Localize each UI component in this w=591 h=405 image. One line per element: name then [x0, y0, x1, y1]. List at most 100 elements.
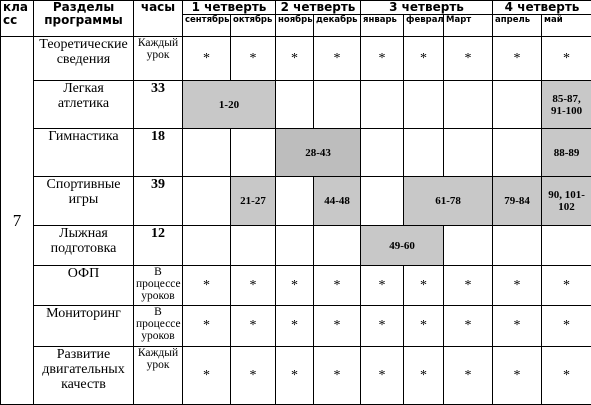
quarter-header: 1 четверть	[183, 1, 276, 15]
empty-cell	[361, 129, 404, 177]
empty-cell	[444, 81, 493, 129]
lesson-cell: *	[231, 37, 276, 81]
quarter-header: 3 четверть	[361, 1, 493, 15]
lesson-cell: *	[404, 266, 444, 306]
lesson-cell: *	[183, 266, 231, 306]
lesson-cell: 49-60	[361, 226, 444, 266]
lesson-cell: 85-87, 91-100	[542, 81, 591, 129]
lesson-cell: *	[493, 37, 542, 81]
lesson-cell: *	[183, 37, 231, 81]
section-cell: Гимнастика	[34, 129, 134, 177]
lesson-cell: *	[493, 306, 542, 347]
lesson-cell: *	[444, 266, 493, 306]
lesson-cell: 90, 101-102	[542, 177, 591, 226]
quarter-header: 4 четверть	[493, 1, 591, 15]
month-header: февраль	[404, 15, 444, 37]
empty-cell	[314, 81, 361, 129]
hours-cell: 12	[134, 226, 183, 266]
empty-cell	[444, 129, 493, 177]
lesson-cell: *	[231, 306, 276, 347]
month-header: октябрь	[231, 15, 276, 37]
hours-cell: 39	[134, 177, 183, 226]
empty-cell	[183, 226, 231, 266]
lesson-cell: *	[276, 266, 314, 306]
empty-cell	[276, 81, 314, 129]
lesson-cell: *	[276, 306, 314, 347]
empty-cell	[493, 81, 542, 129]
hours-cell: 18	[134, 129, 183, 177]
empty-cell	[493, 129, 542, 177]
lesson-cell: *	[314, 37, 361, 81]
lesson-cell: 28-43	[276, 129, 361, 177]
hours-header: часы	[134, 1, 183, 37]
empty-cell	[361, 177, 404, 226]
empty-cell	[444, 226, 493, 266]
month-header: сентябрь	[183, 15, 231, 37]
lesson-cell: *	[231, 266, 276, 306]
lesson-cell: *	[542, 306, 591, 347]
lesson-cell: *	[276, 347, 314, 405]
section-cell: Легкая атлетика	[34, 81, 134, 129]
lesson-cell: 88-89	[542, 129, 591, 177]
lesson-cell: *	[314, 306, 361, 347]
lesson-cell: *	[542, 37, 591, 81]
lesson-cell: 44-48	[314, 177, 361, 226]
section-cell: Мониторинг	[34, 306, 134, 347]
empty-cell	[276, 226, 314, 266]
month-header: апрель	[493, 15, 542, 37]
lesson-cell: *	[444, 347, 493, 405]
month-header: май	[542, 15, 591, 37]
lesson-cell: *	[314, 347, 361, 405]
month-header: Март	[444, 15, 493, 37]
section-cell: Развитие двигательных качеств	[34, 347, 134, 405]
header-row: кла сс Разделы программы часы 1 четверть…	[1, 1, 591, 15]
hours-cell: В процессе уроков	[134, 266, 183, 306]
empty-cell	[183, 129, 231, 177]
lesson-cell: *	[231, 347, 276, 405]
empty-cell	[231, 226, 276, 266]
empty-cell	[542, 226, 591, 266]
empty-cell	[493, 226, 542, 266]
lesson-cell: *	[444, 37, 493, 81]
hours-cell: 33	[134, 81, 183, 129]
empty-cell	[276, 177, 314, 226]
quarter-header: 2 четверть	[276, 1, 361, 15]
lesson-cell: *	[444, 306, 493, 347]
empty-cell	[404, 81, 444, 129]
lesson-cell: 79-84	[493, 177, 542, 226]
month-header: январь	[361, 15, 404, 37]
lesson-cell: *	[404, 37, 444, 81]
lesson-cell: *	[542, 347, 591, 405]
lesson-cell: *	[404, 306, 444, 347]
lesson-cell: *	[361, 37, 404, 81]
lesson-cell: 61-78	[404, 177, 493, 226]
lesson-cell: *	[183, 347, 231, 405]
empty-cell	[404, 129, 444, 177]
class-cell: 7	[1, 37, 34, 405]
lesson-cell: *	[542, 266, 591, 306]
hours-cell: Каждый урок	[134, 347, 183, 405]
lesson-cell: 1-20	[183, 81, 276, 129]
empty-cell	[231, 129, 276, 177]
lesson-cell: *	[314, 266, 361, 306]
hours-cell: Каждый урок	[134, 37, 183, 81]
lesson-cell: 21-27	[231, 177, 276, 226]
empty-cell	[183, 177, 231, 226]
lesson-cell: *	[493, 266, 542, 306]
lesson-cell: *	[404, 347, 444, 405]
empty-cell	[361, 81, 404, 129]
hours-cell: В процессе уроков	[134, 306, 183, 347]
lesson-cell: *	[276, 37, 314, 81]
lesson-cell: *	[361, 347, 404, 405]
section-cell: ОФП	[34, 266, 134, 306]
section-cell: Спортивные игры	[34, 177, 134, 226]
